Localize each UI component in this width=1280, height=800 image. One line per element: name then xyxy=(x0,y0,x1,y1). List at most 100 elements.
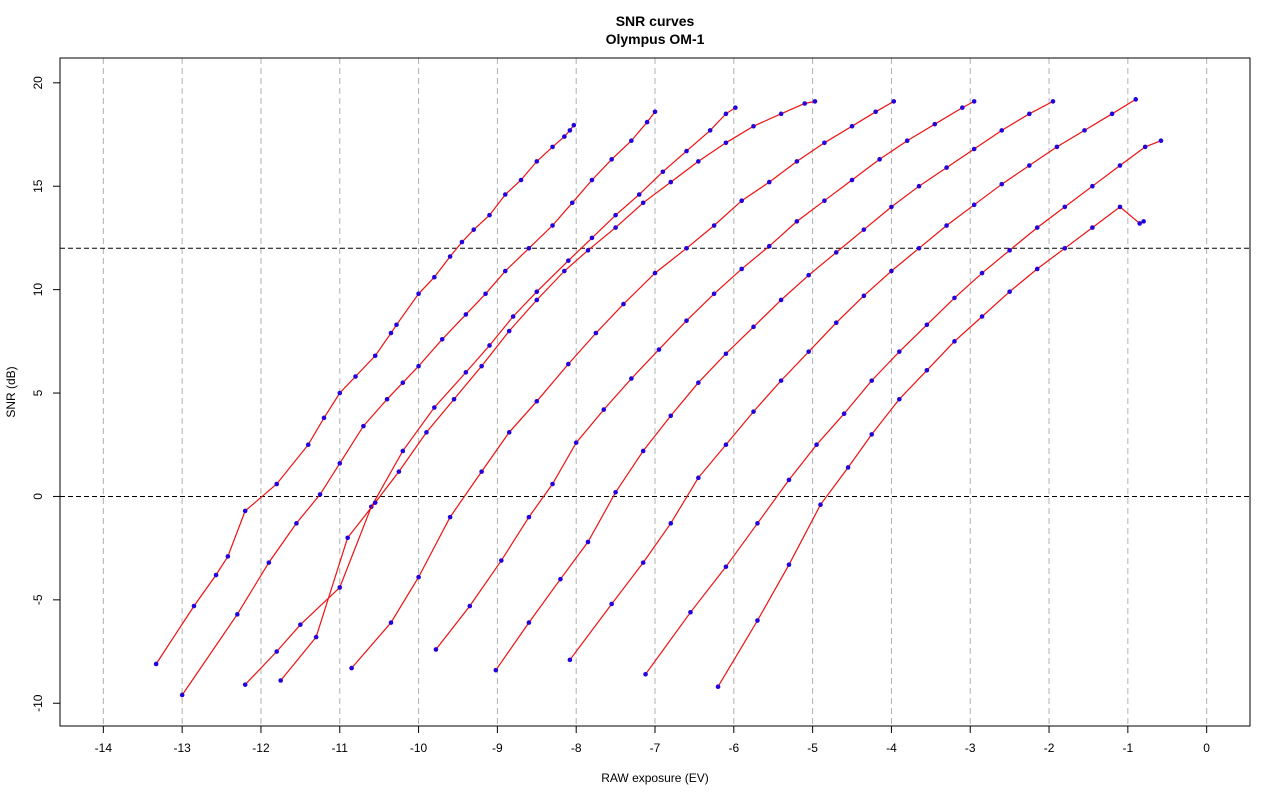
data-point xyxy=(723,442,729,448)
data-point xyxy=(153,661,159,667)
data-point xyxy=(487,212,492,218)
data-point xyxy=(585,248,591,253)
data-point xyxy=(372,500,378,505)
data-point xyxy=(593,330,599,336)
fit-curve xyxy=(495,100,1054,671)
data-point xyxy=(447,514,453,520)
data-point xyxy=(696,159,701,164)
data-point xyxy=(891,99,897,104)
data-point xyxy=(1050,99,1056,104)
data-point xyxy=(388,330,394,336)
data-point xyxy=(822,198,827,203)
data-point xyxy=(388,620,394,625)
data-point xyxy=(660,169,666,175)
reference-lines xyxy=(60,247,1250,497)
data-point xyxy=(833,250,839,255)
x-tick-label: -4 xyxy=(886,741,897,755)
data-point xyxy=(1090,183,1095,189)
data-point xyxy=(345,535,350,541)
data-point xyxy=(213,572,219,578)
data-point xyxy=(1141,219,1146,224)
data-point xyxy=(487,343,492,348)
data-point xyxy=(235,612,240,617)
data-point xyxy=(534,289,540,294)
data-point xyxy=(711,291,717,297)
data-point xyxy=(479,363,484,369)
data-point xyxy=(274,481,280,487)
data-point xyxy=(589,235,595,241)
data-point xyxy=(510,314,516,319)
data-point xyxy=(643,671,648,677)
data-point xyxy=(499,558,504,563)
data-point xyxy=(305,442,311,448)
y-tick-label: 5 xyxy=(31,389,45,396)
data-point xyxy=(317,492,323,497)
data-point xyxy=(979,314,985,319)
data-point xyxy=(711,223,717,228)
x-axis-label: RAW exposure (EV) xyxy=(601,771,709,785)
series-7 xyxy=(493,99,1056,673)
data-point xyxy=(1082,128,1087,133)
y-tick-label: -5 xyxy=(31,594,45,605)
data-point xyxy=(589,177,595,183)
data-point xyxy=(566,361,571,367)
data-point xyxy=(822,140,827,146)
data-point xyxy=(298,622,303,627)
data-point xyxy=(806,272,811,278)
data-point xyxy=(696,475,701,481)
data-point xyxy=(979,270,985,276)
y-tick-label: -10 xyxy=(31,694,45,712)
data-point xyxy=(778,297,784,303)
data-point xyxy=(640,448,646,454)
data-point xyxy=(755,618,760,623)
data-point xyxy=(558,576,563,582)
x-tick-label: -1 xyxy=(1123,741,1134,755)
data-point xyxy=(573,440,579,445)
data-point xyxy=(707,128,713,133)
data-point xyxy=(569,200,575,206)
data-point xyxy=(416,574,421,580)
data-point xyxy=(924,322,930,328)
data-point xyxy=(447,254,453,259)
data-point xyxy=(416,291,421,297)
series-9 xyxy=(643,138,1164,677)
data-point xyxy=(191,603,197,609)
data-point xyxy=(242,508,248,514)
data-point xyxy=(778,111,784,117)
x-tick-label: -14 xyxy=(95,741,113,755)
data-point xyxy=(451,396,457,402)
data-point xyxy=(861,293,867,299)
chart-subtitle: Olympus OM-1 xyxy=(606,31,705,47)
fit-curve xyxy=(717,206,1144,688)
data-point xyxy=(266,560,272,565)
data-point xyxy=(786,562,792,567)
data-point xyxy=(1142,144,1148,150)
data-point xyxy=(479,469,484,474)
x-tick-label: -2 xyxy=(1044,741,1055,755)
data-point xyxy=(786,477,792,483)
y-axis-label: SNR (dB) xyxy=(4,366,18,417)
data-point xyxy=(629,138,634,144)
vertical-grid xyxy=(102,58,1208,726)
data-point xyxy=(869,378,875,383)
y-tick-label: 15 xyxy=(31,179,45,193)
series-5 xyxy=(349,99,897,671)
data-point xyxy=(755,521,760,526)
data-point xyxy=(394,322,399,328)
data-point xyxy=(924,367,930,373)
data-point xyxy=(652,270,658,276)
x-axis: -14 -13 -12 -11 -10 -9 -8 -7 -6 -5 -4 -3 -2 -1 0 xyxy=(95,725,1210,755)
data-point xyxy=(321,415,327,421)
data-point xyxy=(613,212,618,218)
data-point xyxy=(944,223,949,228)
data-point xyxy=(960,105,965,110)
data-point xyxy=(432,274,437,280)
data-point xyxy=(463,312,469,317)
data-point xyxy=(1158,138,1164,144)
data-point xyxy=(869,432,875,437)
data-point xyxy=(534,159,540,164)
data-point xyxy=(806,349,811,354)
data-point xyxy=(640,200,646,206)
series-3 xyxy=(242,105,738,687)
